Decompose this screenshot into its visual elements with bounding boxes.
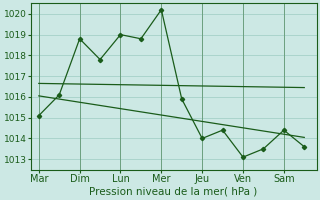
X-axis label: Pression niveau de la mer( hPa ): Pression niveau de la mer( hPa ) (90, 187, 258, 197)
